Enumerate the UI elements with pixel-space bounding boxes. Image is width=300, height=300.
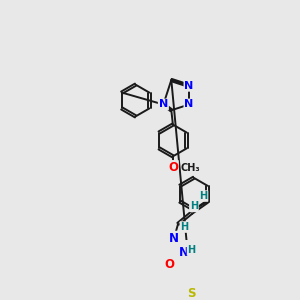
Text: H: H (188, 245, 196, 255)
Text: O: O (168, 161, 178, 174)
Text: N: N (169, 232, 179, 245)
Text: S: S (187, 287, 196, 300)
Text: N: N (184, 100, 194, 110)
Text: N: N (184, 81, 194, 91)
Text: O: O (164, 258, 174, 271)
Text: CH₃: CH₃ (180, 163, 200, 173)
Text: H: H (190, 201, 198, 212)
Text: H: H (180, 222, 188, 232)
Text: H: H (200, 191, 208, 201)
Text: N: N (159, 100, 168, 110)
Text: N: N (178, 246, 189, 259)
